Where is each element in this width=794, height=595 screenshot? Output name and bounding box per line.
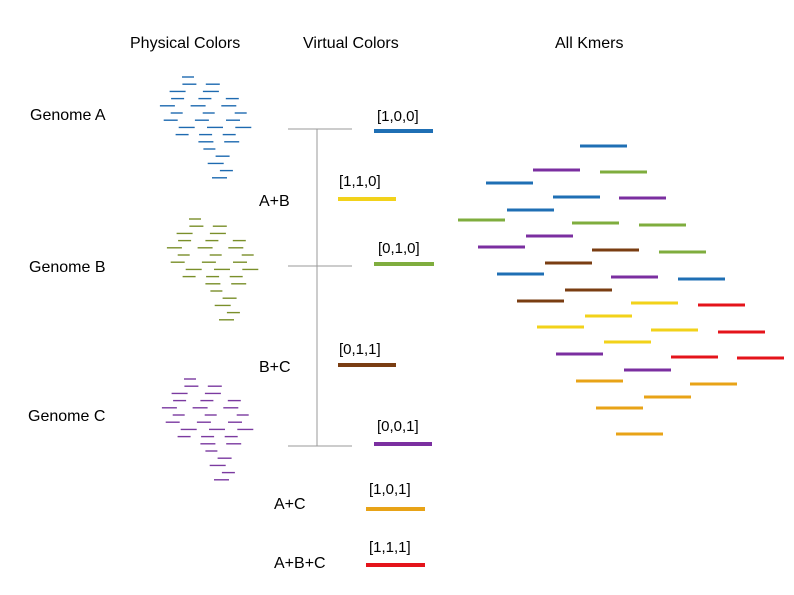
genome-b-kmer-cluster — [166, 218, 259, 321]
kmer-bar — [556, 352, 603, 356]
kmer-bar — [592, 248, 639, 252]
kmer-bar — [718, 330, 765, 334]
kmer-bar — [619, 196, 666, 200]
kmer-bar — [458, 218, 505, 222]
all-kmers-cluster — [458, 144, 784, 436]
kmer-bar — [497, 272, 544, 276]
kmer-bar — [565, 288, 612, 292]
kmer-bar — [517, 299, 564, 303]
kmer-bar — [537, 325, 584, 329]
kmer-bar — [507, 208, 554, 212]
kmer-bar — [585, 314, 632, 318]
combo-label-b-c: B+C — [259, 359, 291, 376]
genome-a-kmer-cluster — [159, 76, 252, 179]
combo-label-a-b: A+B — [259, 193, 290, 210]
kmer-bar — [486, 181, 533, 185]
kmer-bar — [690, 382, 737, 386]
kmer-bar — [526, 234, 573, 238]
genome-c-label: Genome C — [28, 408, 106, 425]
combo-label-a-b-c: A+B+C — [274, 555, 326, 572]
virtual-color-bar-010 — [374, 262, 434, 266]
virtual-code-001: [0,0,1] — [377, 418, 419, 435]
kmer-bar — [545, 261, 592, 265]
combo-label-a-c: A+C — [274, 496, 306, 513]
genome-a-label: Genome A — [30, 107, 106, 124]
virtual-color-bar-101 — [366, 507, 425, 511]
kmer-bar — [624, 368, 671, 372]
genome-b-label: Genome B — [29, 259, 106, 276]
virtual-color-bar-111 — [366, 563, 425, 567]
kmer-bar — [651, 328, 698, 332]
kmer-bar — [478, 245, 525, 249]
virtual-code-111: [1,1,1] — [369, 539, 411, 556]
virtual-code-010: [0,1,0] — [378, 240, 420, 257]
virtual-code-100: [1,0,0] — [377, 108, 419, 125]
kmer-bar — [616, 432, 663, 436]
virtual-code-011: [0,1,1] — [339, 341, 381, 358]
virtual-color-bar-100 — [374, 129, 433, 133]
virtual-colors-header: Virtual Colors — [303, 35, 399, 52]
physical-colors-header: Physical Colors — [130, 35, 241, 52]
virtual-color-bracket — [288, 128, 352, 447]
kmer-bar — [600, 170, 647, 174]
kmer-bar — [631, 301, 678, 305]
virtual-color-bar-110 — [338, 197, 396, 201]
kmer-bar — [596, 406, 643, 410]
kmer-bar — [698, 303, 745, 307]
kmer-bar — [671, 355, 718, 359]
kmer-bar — [576, 379, 623, 383]
kmer-bar — [553, 195, 600, 199]
kmer-bar — [678, 277, 725, 281]
virtual-code-110: [1,1,0] — [339, 173, 381, 190]
kmer-bar — [639, 223, 686, 227]
kmer-bar — [533, 168, 580, 172]
all-kmers-header: All Kmers — [555, 35, 624, 52]
kmer-bar — [580, 144, 627, 148]
kmer-bar — [611, 275, 658, 279]
virtual-color-bar-011 — [338, 363, 396, 367]
virtual-code-101: [1,0,1] — [369, 481, 411, 498]
kmer-bar — [737, 356, 784, 360]
virtual-color-bar-001 — [374, 442, 432, 446]
kmer-bar — [659, 250, 706, 254]
kmer-bar — [572, 221, 619, 225]
genome-c-kmer-cluster — [161, 378, 254, 481]
kmer-bar — [604, 340, 651, 344]
kmer-bar — [644, 395, 691, 399]
